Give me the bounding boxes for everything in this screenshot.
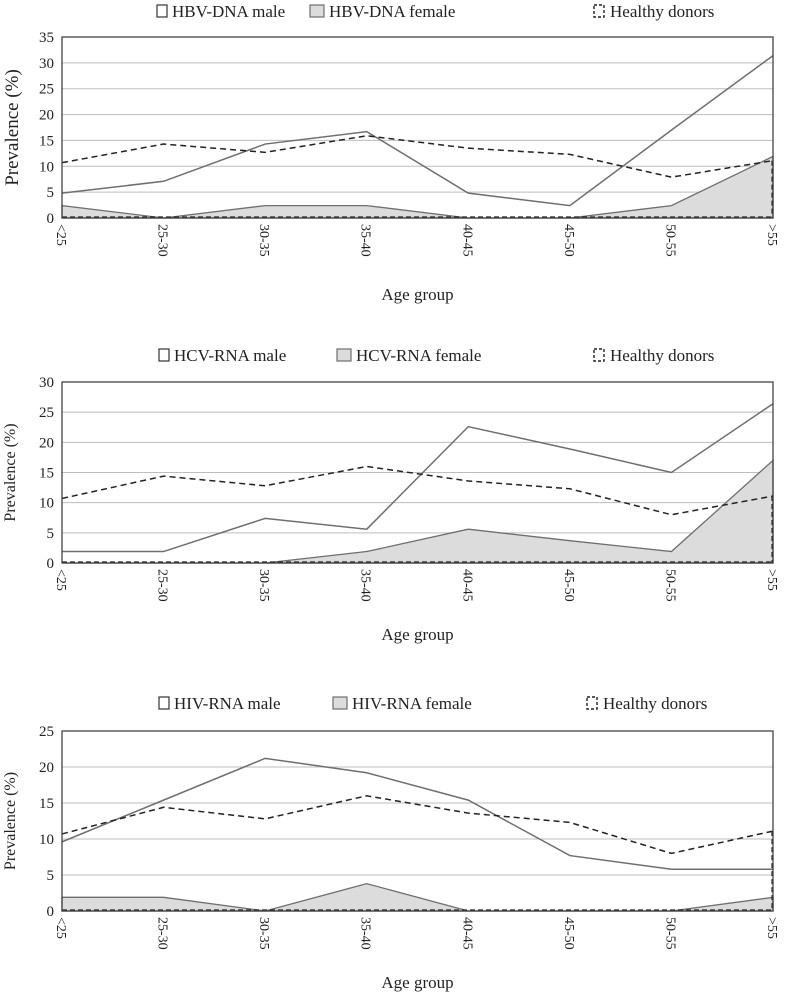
y-tick-label: 5 bbox=[47, 868, 55, 884]
series-area-female bbox=[61, 882, 774, 912]
y-axis-title: Prevalence (%) bbox=[2, 423, 19, 521]
plot-frame bbox=[61, 36, 774, 219]
x-tick-label: <25 bbox=[53, 917, 68, 939]
y-tick-label: 25 bbox=[39, 724, 54, 740]
plot-frame bbox=[61, 730, 774, 912]
y-tick-label: 10 bbox=[39, 832, 54, 848]
x-tick-label: 35-40 bbox=[358, 569, 373, 602]
legend-label-female: HIV-RNA female bbox=[352, 694, 472, 713]
y-tick-label: 20 bbox=[39, 108, 54, 124]
y-tick-label: 15 bbox=[39, 796, 54, 812]
legend-swatch-healthy-donors bbox=[593, 4, 605, 18]
legend-swatch-male bbox=[156, 4, 168, 18]
y-tick-label: 25 bbox=[39, 82, 54, 98]
x-tick-label: 25-30 bbox=[155, 224, 170, 257]
x-tick-label: >55 bbox=[764, 569, 779, 591]
x-axis-title: Age group bbox=[381, 285, 453, 304]
legend-label-male: HCV-RNA male bbox=[174, 346, 286, 365]
x-tick-label: 50-55 bbox=[662, 569, 677, 602]
series-line-healthy-donors bbox=[61, 795, 774, 855]
legend-label-female: HCV-RNA female bbox=[356, 346, 481, 365]
x-tick-label: 35-40 bbox=[358, 917, 373, 950]
series-area-female bbox=[61, 155, 774, 219]
x-tick-label: 40-45 bbox=[459, 224, 474, 257]
series-line-male bbox=[61, 55, 774, 207]
y-axis-title: Prevalence (%) bbox=[2, 69, 23, 186]
y-tick-label: 10 bbox=[39, 496, 54, 512]
y-tick-label: 5 bbox=[47, 526, 55, 542]
legend: HIV-RNA male HIV-RNA female Healthy donors bbox=[158, 694, 707, 713]
y-tick-label: 10 bbox=[39, 159, 54, 175]
legend-label-healthy-donors: Healthy donors bbox=[603, 694, 707, 713]
series-line-healthy-donors bbox=[61, 135, 774, 178]
x-tick-label: <25 bbox=[53, 569, 68, 591]
x-tick-label: 50-55 bbox=[662, 224, 677, 257]
y-tick-label: 0 bbox=[47, 211, 55, 227]
x-tick-label: 50-55 bbox=[662, 917, 677, 950]
y-tick-label: 30 bbox=[39, 56, 54, 72]
x-tick-label: 25-30 bbox=[155, 917, 170, 950]
x-tick-label: 25-30 bbox=[155, 569, 170, 602]
legend-swatch-male bbox=[158, 696, 170, 710]
plot-frame bbox=[61, 381, 774, 564]
y-tick-label: 35 bbox=[39, 30, 54, 46]
chart-panel-3: 0 5 10 15 20 25 <25 25-30 30-35 35-40 40-45 45-50 50… bbox=[2, 694, 779, 992]
x-tick-label: 30-35 bbox=[256, 569, 271, 602]
legend-swatch-healthy-donors bbox=[593, 348, 605, 362]
legend-swatch-female bbox=[336, 348, 352, 362]
y-tick-label: 20 bbox=[39, 760, 54, 776]
legend-label-female: HBV-DNA female bbox=[329, 2, 455, 21]
x-tick-label: 35-40 bbox=[358, 224, 373, 257]
y-tick-label: 25 bbox=[39, 405, 54, 421]
legend-label-male: HIV-RNA male bbox=[174, 694, 281, 713]
legend-swatch-female bbox=[332, 696, 348, 710]
y-tick-label: 5 bbox=[47, 185, 55, 201]
legend-label-healthy-donors: Healthy donors bbox=[610, 346, 714, 365]
y-tick-label: 20 bbox=[39, 435, 54, 451]
x-axis-title: Age group bbox=[381, 625, 453, 644]
x-tick-label: 45-50 bbox=[561, 224, 576, 257]
x-tick-label: <25 bbox=[53, 224, 68, 246]
x-tick-label: 30-35 bbox=[256, 224, 271, 257]
chart-panel-1: 0 5 10 15 20 25 30 35 <25 25-30 30-35 35-40 40-45 45-… bbox=[2, 2, 779, 304]
legend-swatch-female bbox=[309, 4, 325, 18]
y-tick-label: 30 bbox=[39, 375, 54, 391]
x-tick-label: >55 bbox=[764, 224, 779, 246]
x-tick-label: 40-45 bbox=[459, 569, 474, 602]
legend-swatch-healthy-donors bbox=[586, 696, 598, 710]
series-line-healthy-donors bbox=[61, 465, 774, 516]
series-line-male bbox=[61, 757, 773, 870]
x-tick-label: 45-50 bbox=[561, 917, 576, 950]
series-area-female bbox=[62, 458, 774, 564]
x-tick-label: 30-35 bbox=[256, 917, 271, 950]
series-line-male bbox=[62, 403, 774, 553]
legend-swatch-male bbox=[158, 348, 170, 362]
y-tick-label: 15 bbox=[39, 466, 54, 482]
legend: HBV-DNA male HBV-DNA female Healthy donors bbox=[156, 2, 714, 21]
x-tick-label: 45-50 bbox=[561, 569, 576, 602]
chart-panel-2: 0 5 10 15 20 25 30 <25 25-30 30-35 35-40 40-45 45-50… bbox=[2, 346, 779, 644]
legend-label-male: HBV-DNA male bbox=[172, 2, 285, 21]
y-tick-label: 0 bbox=[47, 556, 55, 572]
legend-label-healthy-donors: Healthy donors bbox=[610, 2, 714, 21]
legend: HCV-RNA male HCV-RNA female Healthy donors bbox=[158, 346, 714, 365]
x-tick-label: >55 bbox=[764, 917, 779, 939]
x-tick-label: 40-45 bbox=[459, 917, 474, 950]
y-axis-title: Prevalence (%) bbox=[2, 772, 19, 870]
y-tick-label: 15 bbox=[39, 133, 54, 149]
y-tick-label: 0 bbox=[47, 904, 55, 920]
x-axis-title: Age group bbox=[381, 973, 453, 992]
